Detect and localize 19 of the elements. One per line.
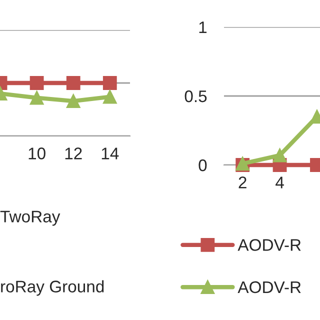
point: [30, 76, 44, 90]
legend-label: AODV-R: [238, 281, 301, 294]
y-tick-label: 0: [198, 159, 207, 172]
point: [102, 90, 117, 104]
x-tick-label: 12: [65, 148, 82, 160]
y-tick-label: 0.5: [184, 90, 207, 102]
point: [66, 76, 80, 90]
x-tick-label: 4: [276, 176, 284, 188]
y-tick-label: 1: [199, 22, 207, 34]
text: TwoRay: [0, 210, 60, 226]
point: [102, 76, 117, 90]
point: [30, 90, 44, 105]
x-tick-label: 2: [238, 176, 246, 188]
text: roRay Ground: [1, 280, 104, 296]
x-tick-label: 14: [102, 148, 119, 160]
point: [66, 94, 80, 108]
x-tick-label: 10: [28, 148, 46, 160]
legend-label: AODV-R: [238, 239, 301, 251]
point: [272, 148, 287, 162]
